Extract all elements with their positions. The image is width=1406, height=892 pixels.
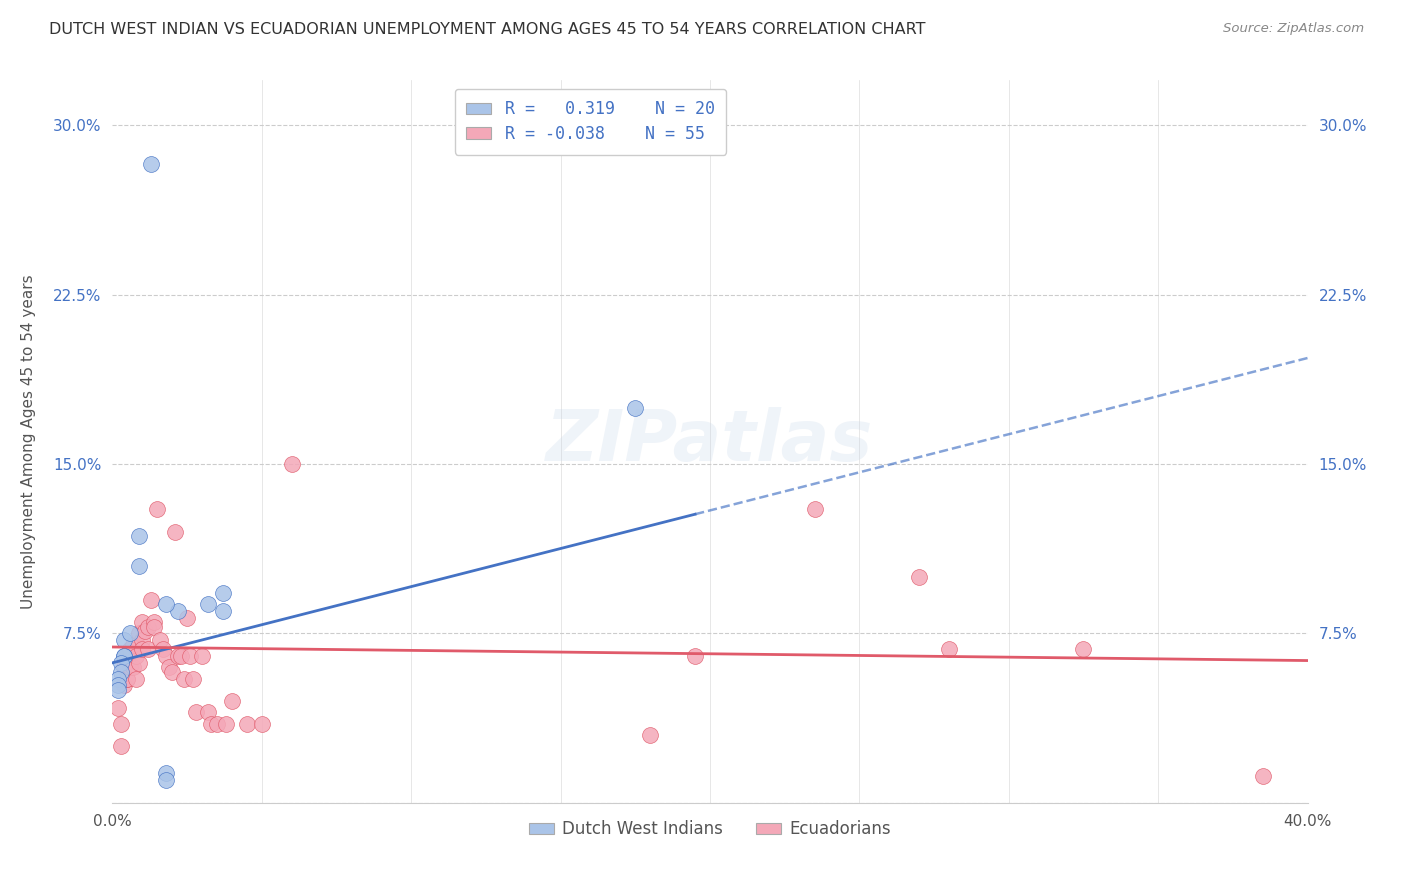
Point: [117, 672, 139, 686]
Point: [176, 610, 198, 624]
Point: [165, 524, 187, 539]
Point: [141, 592, 163, 607]
Point: [114, 648, 135, 663]
Point: [155, 773, 177, 788]
Point: [143, 620, 166, 634]
Point: [170, 648, 193, 663]
Text: Source: ZipAtlas.com: Source: ZipAtlas.com: [1223, 22, 1364, 36]
Point: [114, 660, 135, 674]
Point: [803, 502, 825, 516]
Point: [143, 615, 166, 630]
Point: [114, 648, 135, 663]
Point: [134, 624, 156, 639]
Point: [215, 716, 238, 731]
Point: [1073, 642, 1095, 657]
Point: [152, 642, 174, 657]
Point: [131, 642, 153, 657]
Point: [146, 502, 169, 516]
Point: [155, 597, 177, 611]
Point: [138, 620, 160, 634]
Point: [122, 638, 145, 652]
Point: [197, 597, 219, 611]
Point: [110, 716, 132, 731]
Point: [281, 457, 304, 471]
Point: [128, 656, 150, 670]
Point: [1251, 769, 1274, 783]
Point: [155, 766, 177, 780]
Point: [186, 706, 208, 720]
Point: [128, 558, 150, 573]
Point: [149, 633, 172, 648]
Text: ZIPatlas: ZIPatlas: [547, 407, 873, 476]
Point: [107, 682, 129, 697]
Point: [221, 694, 243, 708]
Point: [250, 716, 273, 731]
Point: [125, 648, 148, 663]
Point: [131, 633, 153, 648]
Point: [212, 604, 235, 618]
Point: [120, 626, 142, 640]
Point: [212, 586, 235, 600]
Point: [110, 739, 132, 754]
Point: [155, 648, 177, 663]
Point: [131, 615, 153, 630]
Point: [117, 672, 139, 686]
Point: [128, 529, 150, 543]
Legend: Dutch West Indians, Ecuadorians: Dutch West Indians, Ecuadorians: [522, 814, 898, 845]
Point: [908, 570, 931, 584]
Point: [122, 660, 145, 674]
Point: [179, 648, 201, 663]
Point: [120, 642, 142, 657]
Point: [107, 678, 129, 692]
Point: [120, 660, 142, 674]
Point: [128, 626, 150, 640]
Point: [167, 604, 190, 618]
Point: [683, 648, 706, 663]
Point: [173, 672, 195, 686]
Point: [110, 656, 132, 670]
Point: [117, 648, 139, 663]
Point: [938, 642, 960, 657]
Point: [107, 672, 129, 686]
Y-axis label: Unemployment Among Ages 45 to 54 years: Unemployment Among Ages 45 to 54 years: [21, 274, 37, 609]
Point: [141, 157, 163, 171]
Point: [125, 672, 148, 686]
Point: [114, 633, 135, 648]
Point: [162, 665, 183, 679]
Point: [157, 660, 180, 674]
Point: [640, 728, 662, 742]
Point: [114, 678, 135, 692]
Point: [236, 716, 259, 731]
Point: [624, 401, 647, 415]
Point: [110, 665, 132, 679]
Point: [200, 716, 222, 731]
Point: [197, 706, 219, 720]
Point: [191, 648, 214, 663]
Point: [181, 672, 204, 686]
Point: [167, 648, 190, 663]
Point: [138, 642, 160, 657]
Point: [107, 701, 129, 715]
Point: [205, 716, 228, 731]
Text: DUTCH WEST INDIAN VS ECUADORIAN UNEMPLOYMENT AMONG AGES 45 TO 54 YEARS CORRELATI: DUTCH WEST INDIAN VS ECUADORIAN UNEMPLOY…: [49, 22, 925, 37]
